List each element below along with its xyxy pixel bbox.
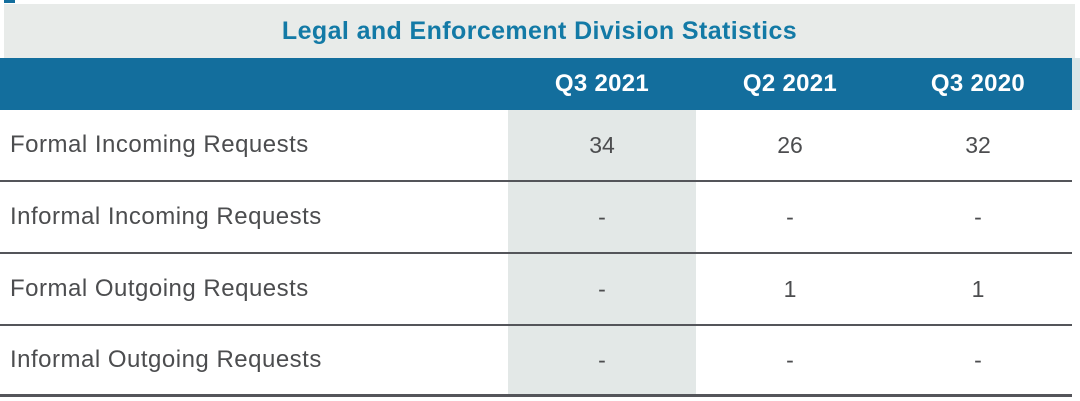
row-label: Informal Incoming Requests bbox=[10, 203, 322, 230]
cell-value: - bbox=[974, 203, 982, 230]
cell-value: 1 bbox=[971, 275, 985, 302]
cell-value: - bbox=[786, 203, 794, 230]
cell-value: - bbox=[786, 346, 794, 373]
row-label: Formal Incoming Requests bbox=[10, 131, 309, 158]
row-label: Informal Outgoing Requests bbox=[10, 346, 322, 373]
cell-value: 1 bbox=[783, 275, 797, 302]
row-label: Formal Outgoing Requests bbox=[10, 275, 309, 302]
cell-value: 26 bbox=[777, 131, 803, 158]
cell-value: - bbox=[508, 182, 696, 252]
column-header-q3-2020: Q3 2020 bbox=[930, 70, 1026, 97]
cell-value: 32 bbox=[965, 131, 991, 158]
cell-value: - bbox=[508, 254, 696, 324]
column-header-q2-2021: Q2 2021 bbox=[742, 70, 838, 97]
cell-value: - bbox=[974, 346, 982, 373]
table-row: Informal Outgoing Requests - - - bbox=[0, 326, 1072, 397]
cell-value: 34 bbox=[508, 110, 696, 180]
statistics-table: Q3 2021 Q2 2021 Q3 2020 Formal Incoming … bbox=[0, 58, 1072, 397]
table-row: Informal Incoming Requests - - - bbox=[0, 182, 1072, 254]
table-row: Formal Outgoing Requests - 1 1 bbox=[0, 254, 1072, 326]
cell-value: - bbox=[508, 326, 696, 394]
table-header-row: Q3 2021 Q2 2021 Q3 2020 bbox=[0, 58, 1072, 110]
crop-artifact bbox=[4, 0, 15, 3]
column-header-q3-2021: Q3 2021 bbox=[554, 70, 650, 97]
table-title: Legal and Enforcement Division Statistic… bbox=[281, 16, 798, 45]
header-right-sliver bbox=[1072, 58, 1080, 110]
table-title-bar: Legal and Enforcement Division Statistic… bbox=[4, 4, 1075, 58]
table-row: Formal Incoming Requests 34 26 32 bbox=[0, 110, 1072, 182]
header-empty-cell bbox=[0, 58, 508, 110]
